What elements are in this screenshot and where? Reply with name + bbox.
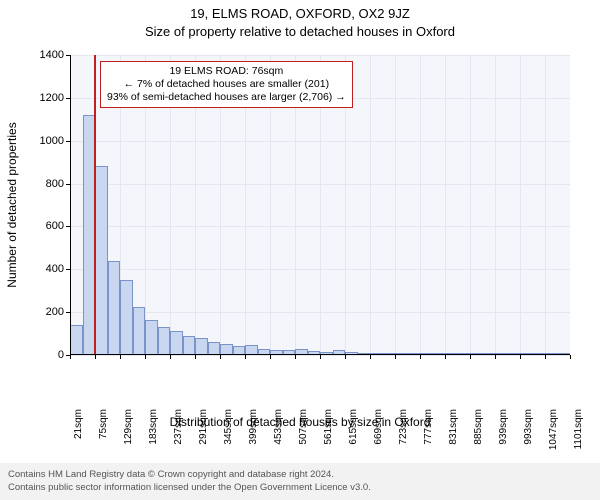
y-tick-label: 400 bbox=[46, 263, 70, 275]
y-tick-label: 800 bbox=[46, 178, 70, 190]
y-axis-label: Number of detached properties bbox=[5, 122, 19, 287]
y-tick-label: 600 bbox=[46, 220, 70, 232]
x-tick-mark bbox=[245, 355, 246, 359]
x-tick-mark bbox=[395, 355, 396, 359]
histogram-bar bbox=[120, 280, 133, 355]
y-tick-label: 200 bbox=[46, 306, 70, 318]
x-tick-mark bbox=[570, 355, 571, 359]
x-tick-mark bbox=[545, 355, 546, 359]
footer-line1: Contains HM Land Registry data © Crown c… bbox=[8, 469, 592, 481]
histogram-bar bbox=[83, 115, 96, 355]
histogram-bar bbox=[170, 331, 183, 355]
x-tick-mark bbox=[495, 355, 496, 359]
histogram-bar bbox=[158, 327, 171, 355]
gridline-v bbox=[445, 55, 446, 355]
x-tick-mark bbox=[420, 355, 421, 359]
y-tick-label: 1400 bbox=[40, 49, 70, 61]
footer: Contains HM Land Registry data © Crown c… bbox=[0, 463, 600, 500]
gridline-v bbox=[420, 55, 421, 355]
histogram-bar bbox=[145, 320, 158, 355]
chart-container: 19, ELMS ROAD, OXFORD, OX2 9JZ Size of p… bbox=[0, 0, 600, 500]
histogram-bar bbox=[195, 338, 208, 355]
y-tick-label: 1000 bbox=[40, 135, 70, 147]
x-tick-mark bbox=[70, 355, 71, 359]
y-tick-label: 0 bbox=[58, 349, 70, 361]
x-tick-mark bbox=[345, 355, 346, 359]
x-axis-line bbox=[70, 354, 570, 355]
y-tick-label: 1200 bbox=[40, 92, 70, 104]
x-tick-mark bbox=[195, 355, 196, 359]
gridline-v bbox=[395, 55, 396, 355]
info-box-line1: 19 ELMS ROAD: 76sqm bbox=[107, 65, 346, 78]
histogram-bar bbox=[108, 261, 121, 355]
info-box-line2: ← 7% of detached houses are smaller (201… bbox=[107, 78, 346, 91]
x-tick-mark bbox=[270, 355, 271, 359]
marker-line bbox=[94, 55, 96, 355]
histogram-bar bbox=[133, 307, 146, 355]
x-tick-mark bbox=[220, 355, 221, 359]
histogram-bar bbox=[95, 166, 108, 355]
address-title: 19, ELMS ROAD, OXFORD, OX2 9JZ bbox=[0, 6, 600, 21]
x-tick-mark bbox=[370, 355, 371, 359]
x-tick-mark bbox=[295, 355, 296, 359]
histogram-bar bbox=[70, 325, 83, 355]
gridline-v bbox=[545, 55, 546, 355]
x-tick-mark bbox=[120, 355, 121, 359]
x-tick-mark bbox=[445, 355, 446, 359]
x-tick-mark bbox=[95, 355, 96, 359]
x-tick-mark bbox=[170, 355, 171, 359]
info-box: 19 ELMS ROAD: 76sqm← 7% of detached hous… bbox=[100, 61, 353, 108]
plot-area: 020040060080010001200140021sqm75sqm129sq… bbox=[70, 55, 570, 355]
gridline-v bbox=[470, 55, 471, 355]
y-axis-line bbox=[70, 55, 71, 355]
gridline-v bbox=[520, 55, 521, 355]
x-tick-mark bbox=[470, 355, 471, 359]
subtitle: Size of property relative to detached ho… bbox=[0, 24, 600, 39]
footer-line2: Contains public sector information licen… bbox=[8, 482, 592, 494]
gridline-v bbox=[370, 55, 371, 355]
x-tick-mark bbox=[320, 355, 321, 359]
info-box-line3: 93% of semi-detached houses are larger (… bbox=[107, 91, 346, 104]
x-tick-mark bbox=[520, 355, 521, 359]
histogram-bar bbox=[183, 336, 196, 355]
gridline-v bbox=[495, 55, 496, 355]
x-axis-label: Distribution of detached houses by size … bbox=[0, 415, 600, 429]
x-tick-mark bbox=[145, 355, 146, 359]
